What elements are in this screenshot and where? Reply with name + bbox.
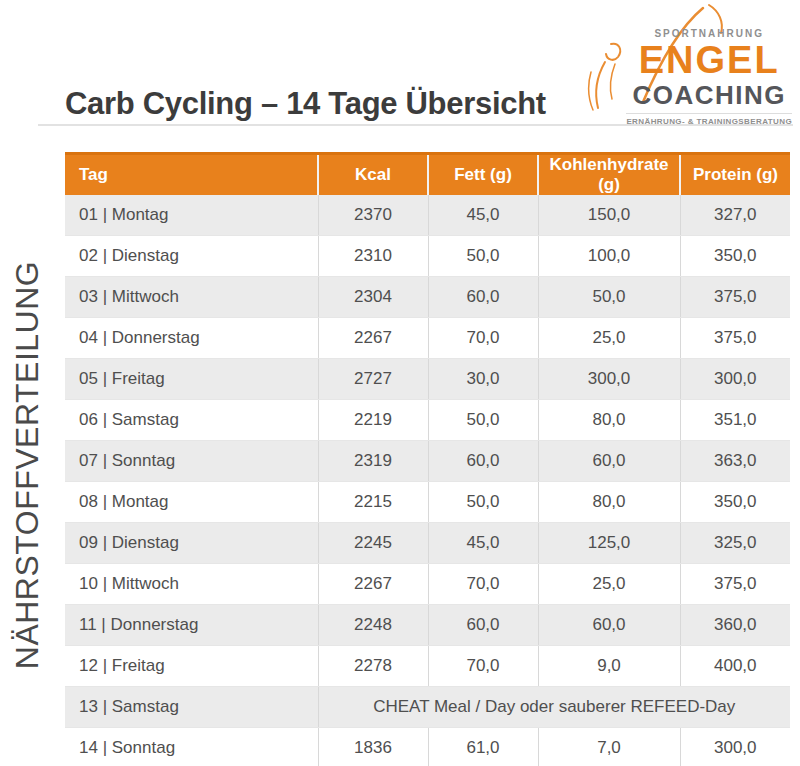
kh-cell: 100,0 xyxy=(538,236,680,277)
logo-engel-text: ENGEL xyxy=(639,41,780,79)
table-row: 12 | Freitag227870,09,0400,0 xyxy=(65,646,790,687)
table-row: 04 | Donnerstag226770,025,0375,0 xyxy=(65,318,790,359)
kh-cell: 300,0 xyxy=(538,359,680,400)
protein-cell: 350,0 xyxy=(680,236,790,277)
table-row: 05 | Freitag272730,0300,0300,0 xyxy=(65,359,790,400)
day-cell: 01 | Montag xyxy=(65,195,318,236)
fett-cell: 70,0 xyxy=(428,564,538,605)
nutrition-table-wrap: Tag Kcal Fett (g) Kohlenhydrate (g) Prot… xyxy=(65,152,790,766)
kh-cell: 150,0 xyxy=(538,195,680,236)
protein-cell: 300,0 xyxy=(680,359,790,400)
table-body: 01 | Montag237045,0150,0327,002 | Dienst… xyxy=(65,195,790,766)
protein-cell: 351,0 xyxy=(680,400,790,441)
day-cell: 02 | Dienstag xyxy=(65,236,318,277)
fett-cell: 60,0 xyxy=(428,605,538,646)
table-row: 09 | Dienstag224545,0125,0325,0 xyxy=(65,523,790,564)
table-row: 06 | Samstag221950,080,0351,0 xyxy=(65,400,790,441)
nutrition-table: Tag Kcal Fett (g) Kohlenhydrate (g) Prot… xyxy=(65,152,790,766)
kcal-cell: 2370 xyxy=(318,195,428,236)
kh-cell: 9,0 xyxy=(538,646,680,687)
kh-cell: 80,0 xyxy=(538,400,680,441)
kh-cell: 80,0 xyxy=(538,482,680,523)
kh-cell: 50,0 xyxy=(538,277,680,318)
protein-cell: 375,0 xyxy=(680,277,790,318)
kcal-cell: 2278 xyxy=(318,646,428,687)
logo-tagline: ERNÄHRUNG- & TRAININGSBERATUNG xyxy=(626,117,792,126)
protein-cell: 327,0 xyxy=(680,195,790,236)
day-cell: 13 | Samstag xyxy=(65,687,318,728)
kcal-cell: 1836 xyxy=(318,728,428,766)
column-header-kohlenhydrate: Kohlenhydrate (g) xyxy=(538,154,680,196)
day-cell: 11 | Donnerstag xyxy=(65,605,318,646)
protein-cell: 325,0 xyxy=(680,523,790,564)
merged-note-cell: CHEAT Meal / Day oder sauberer REFEED-Da… xyxy=(318,687,790,728)
table-header-row: Tag Kcal Fett (g) Kohlenhydrate (g) Prot… xyxy=(65,154,790,196)
kh-cell: 125,0 xyxy=(538,523,680,564)
day-cell: 04 | Donnerstag xyxy=(65,318,318,359)
table-row: 01 | Montag237045,0150,0327,0 xyxy=(65,195,790,236)
fett-cell: 60,0 xyxy=(428,441,538,482)
logo-coaching-text: COACHING xyxy=(632,82,786,108)
kcal-cell: 2245 xyxy=(318,523,428,564)
protein-cell: 375,0 xyxy=(680,318,790,359)
logo-divider xyxy=(626,113,792,114)
protein-cell: 300,0 xyxy=(680,728,790,766)
column-header-kcal: Kcal xyxy=(318,154,428,196)
table-row: 13 | SamstagCHEAT Meal / Day oder sauber… xyxy=(65,687,790,728)
day-cell: 12 | Freitag xyxy=(65,646,318,687)
fett-cell: 50,0 xyxy=(428,400,538,441)
column-header-protein: Protein (g) xyxy=(680,154,790,196)
kcal-cell: 2219 xyxy=(318,400,428,441)
column-header-tag: Tag xyxy=(65,154,318,196)
fett-cell: 45,0 xyxy=(428,195,538,236)
kh-cell: 60,0 xyxy=(538,605,680,646)
day-cell: 06 | Samstag xyxy=(65,400,318,441)
table-row: 07 | Sonntag231960,060,0363,0 xyxy=(65,441,790,482)
fett-cell: 60,0 xyxy=(428,277,538,318)
engel-coaching-logo: SPORTNAHRUNG ENGEL COACHING ERNÄHRUNG- &… xyxy=(626,6,792,126)
document-page: NÄHRSTOFFVERTEILUNG Carb Cycling – 14 Ta… xyxy=(0,0,800,766)
table-row: 03 | Mittwoch230460,050,0375,0 xyxy=(65,277,790,318)
day-cell: 10 | Mittwoch xyxy=(65,564,318,605)
protein-cell: 400,0 xyxy=(680,646,790,687)
kh-cell: 25,0 xyxy=(538,564,680,605)
fett-cell: 45,0 xyxy=(428,523,538,564)
fett-cell: 61,0 xyxy=(428,728,538,766)
logo-sportnahrung-text: SPORTNAHRUNG xyxy=(654,28,764,39)
kcal-cell: 2267 xyxy=(318,564,428,605)
page-title: Carb Cycling – 14 Tage Übersicht xyxy=(65,86,546,122)
kcal-cell: 2310 xyxy=(318,236,428,277)
protein-cell: 375,0 xyxy=(680,564,790,605)
kcal-cell: 2215 xyxy=(318,482,428,523)
kcal-cell: 2727 xyxy=(318,359,428,400)
kh-cell: 7,0 xyxy=(538,728,680,766)
day-cell: 03 | Mittwoch xyxy=(65,277,318,318)
fett-cell: 50,0 xyxy=(428,236,538,277)
kh-cell: 60,0 xyxy=(538,441,680,482)
table-row: 10 | Mittwoch226770,025,0375,0 xyxy=(65,564,790,605)
fett-cell: 30,0 xyxy=(428,359,538,400)
kcal-cell: 2319 xyxy=(318,441,428,482)
fett-cell: 50,0 xyxy=(428,482,538,523)
day-cell: 05 | Freitag xyxy=(65,359,318,400)
table-row: 14 | Sonntag183661,07,0300,0 xyxy=(65,728,790,766)
fett-cell: 70,0 xyxy=(428,318,538,359)
side-label-naehrstoffverteilung: NÄHRSTOFFVERTEILUNG xyxy=(9,261,46,669)
kh-cell: 25,0 xyxy=(538,318,680,359)
day-cell: 09 | Dienstag xyxy=(65,523,318,564)
kcal-cell: 2304 xyxy=(318,277,428,318)
kcal-cell: 2267 xyxy=(318,318,428,359)
protein-cell: 360,0 xyxy=(680,605,790,646)
fett-cell: 70,0 xyxy=(428,646,538,687)
table-row: 08 | Montag221550,080,0350,0 xyxy=(65,482,790,523)
day-cell: 07 | Sonntag xyxy=(65,441,318,482)
protein-cell: 363,0 xyxy=(680,441,790,482)
kcal-cell: 2248 xyxy=(318,605,428,646)
table-row: 02 | Dienstag231050,0100,0350,0 xyxy=(65,236,790,277)
table-row: 11 | Donnerstag224860,060,0360,0 xyxy=(65,605,790,646)
column-header-fett: Fett (g) xyxy=(428,154,538,196)
day-cell: 08 | Montag xyxy=(65,482,318,523)
day-cell: 14 | Sonntag xyxy=(65,728,318,766)
protein-cell: 350,0 xyxy=(680,482,790,523)
